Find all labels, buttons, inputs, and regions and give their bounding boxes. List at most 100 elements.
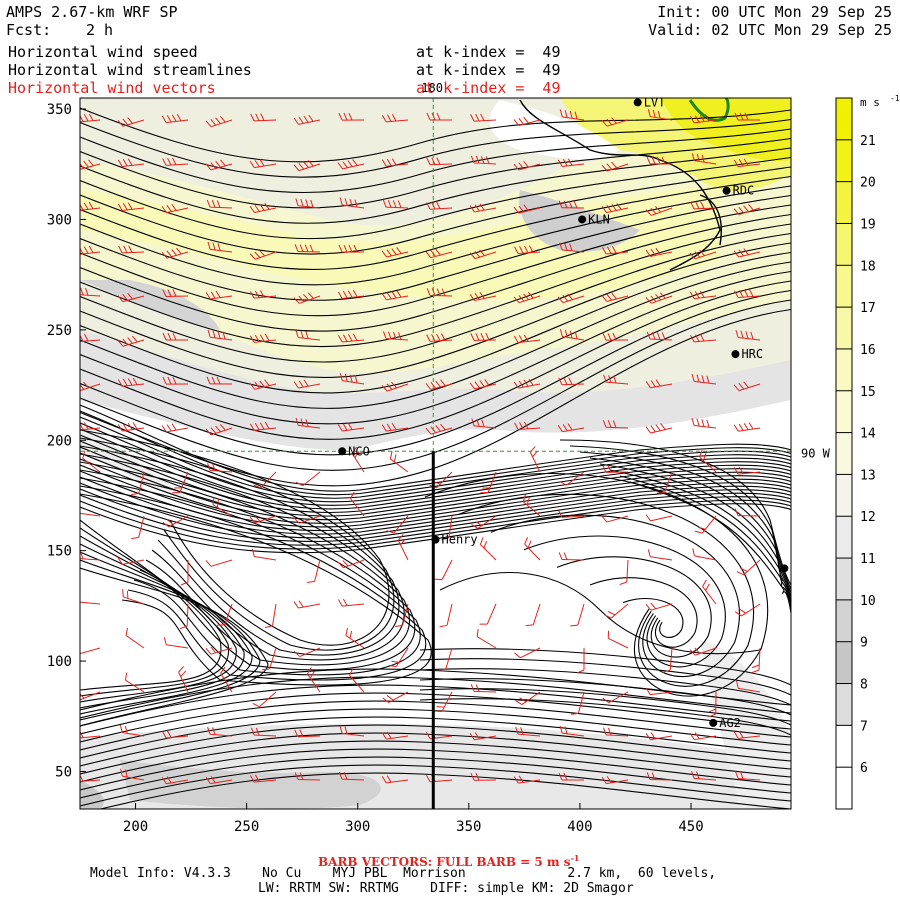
barb-shaft bbox=[562, 427, 585, 433]
streamline bbox=[80, 128, 791, 194]
barb-shaft bbox=[606, 734, 629, 737]
streamline bbox=[80, 175, 791, 270]
barb-shaft bbox=[299, 515, 321, 524]
wind-barb bbox=[249, 202, 277, 214]
barb-flag bbox=[733, 208, 740, 215]
wind-barb bbox=[162, 157, 189, 166]
colorbar-band bbox=[836, 307, 852, 349]
wind-barb bbox=[602, 465, 629, 473]
barb-flag bbox=[254, 774, 260, 782]
barb-legend: BARB VECTORS: FULL BARB = 5 m s-1 bbox=[318, 853, 580, 869]
colorbar-label: 13 bbox=[860, 468, 876, 483]
streamline bbox=[80, 308, 791, 487]
wind-barb bbox=[476, 629, 497, 649]
barb-flag bbox=[338, 335, 343, 343]
barb-flag bbox=[342, 423, 348, 431]
barb-flag bbox=[345, 627, 348, 636]
barb-flag bbox=[212, 330, 216, 339]
colorbar-band bbox=[836, 683, 852, 726]
wind-barb bbox=[381, 422, 409, 432]
barb-flag bbox=[174, 487, 182, 489]
barb-shaft bbox=[122, 339, 145, 347]
barb-flag bbox=[527, 292, 534, 299]
wind-barb bbox=[339, 725, 365, 737]
wind-barb bbox=[513, 161, 541, 171]
y-tick-label: 300 bbox=[47, 212, 72, 228]
wind-barb bbox=[694, 515, 717, 534]
barb-shaft bbox=[343, 559, 365, 569]
barb-shaft bbox=[166, 644, 189, 649]
wind-barb bbox=[249, 159, 277, 169]
barb-flag bbox=[392, 114, 397, 122]
barb-shaft bbox=[80, 251, 101, 255]
barb-shaft bbox=[80, 119, 101, 123]
colorbar-band bbox=[836, 432, 852, 475]
barb-flag bbox=[606, 163, 613, 170]
barb-shaft bbox=[210, 295, 233, 300]
barb-flag bbox=[338, 112, 343, 121]
barb-shaft bbox=[430, 339, 453, 342]
barb-flag bbox=[88, 245, 94, 254]
barb-flag bbox=[699, 449, 703, 458]
barb-flag bbox=[602, 697, 610, 704]
colorbar-label: 14 bbox=[860, 427, 876, 442]
colorbar-band bbox=[836, 558, 852, 600]
barb-shaft bbox=[430, 207, 453, 210]
barb-flag bbox=[400, 538, 406, 546]
barb-flag bbox=[651, 156, 656, 165]
wind-barb bbox=[381, 158, 409, 167]
barb-flag bbox=[689, 252, 696, 260]
barb-flag bbox=[127, 378, 133, 386]
barb-flag bbox=[249, 160, 255, 168]
wind-barb bbox=[249, 290, 277, 299]
barb-shaft bbox=[253, 119, 277, 122]
barb-shaft bbox=[522, 501, 541, 517]
barb-flag bbox=[259, 203, 265, 211]
barb-flag bbox=[219, 424, 226, 431]
wind-barb bbox=[119, 725, 145, 737]
barb-flag bbox=[692, 548, 695, 556]
colorbar-label: 21 bbox=[860, 134, 876, 149]
barb-flag bbox=[354, 451, 360, 458]
streamline bbox=[80, 756, 791, 799]
wind-barb bbox=[751, 647, 761, 674]
barb-flag bbox=[469, 252, 476, 259]
barb-shaft bbox=[518, 207, 541, 214]
barb-shaft bbox=[255, 251, 277, 260]
barb-flag bbox=[162, 158, 167, 166]
barb-flag bbox=[659, 292, 666, 299]
barb-flag bbox=[386, 695, 394, 701]
barb-flag bbox=[562, 424, 568, 432]
barb-shaft bbox=[342, 732, 365, 737]
streamline bbox=[419, 698, 791, 736]
barb-flag bbox=[83, 422, 89, 430]
wind-barb bbox=[205, 116, 233, 128]
barb-flag bbox=[569, 330, 573, 339]
barb-flag bbox=[519, 697, 527, 703]
barb-flag bbox=[343, 334, 348, 342]
barb-flag bbox=[210, 427, 217, 434]
valid-time: Valid: 02 UTC Mon 29 Sep 25 bbox=[648, 21, 892, 39]
barb-flag bbox=[612, 420, 617, 428]
barb-shaft bbox=[694, 160, 717, 165]
barb-shaft bbox=[386, 251, 409, 258]
barb-flag bbox=[601, 206, 607, 213]
wind-barb bbox=[349, 668, 365, 693]
barb-flag bbox=[264, 202, 270, 210]
wind-barb bbox=[513, 292, 541, 304]
barb-flag bbox=[441, 288, 446, 297]
barb-flag bbox=[75, 506, 79, 513]
barb-flag bbox=[205, 560, 212, 567]
streamline bbox=[80, 676, 791, 719]
x-tick-label: 350 bbox=[456, 819, 481, 835]
barb-shaft bbox=[699, 456, 717, 473]
barb-flag bbox=[739, 290, 744, 298]
barb-flag bbox=[689, 649, 696, 656]
streamline bbox=[80, 567, 269, 727]
wind-barb bbox=[162, 515, 189, 528]
barb-shaft bbox=[518, 119, 541, 127]
wind-barb bbox=[383, 331, 409, 341]
station-label: NCO bbox=[348, 444, 370, 458]
streamline bbox=[80, 204, 791, 317]
barb-shaft bbox=[702, 586, 717, 605]
